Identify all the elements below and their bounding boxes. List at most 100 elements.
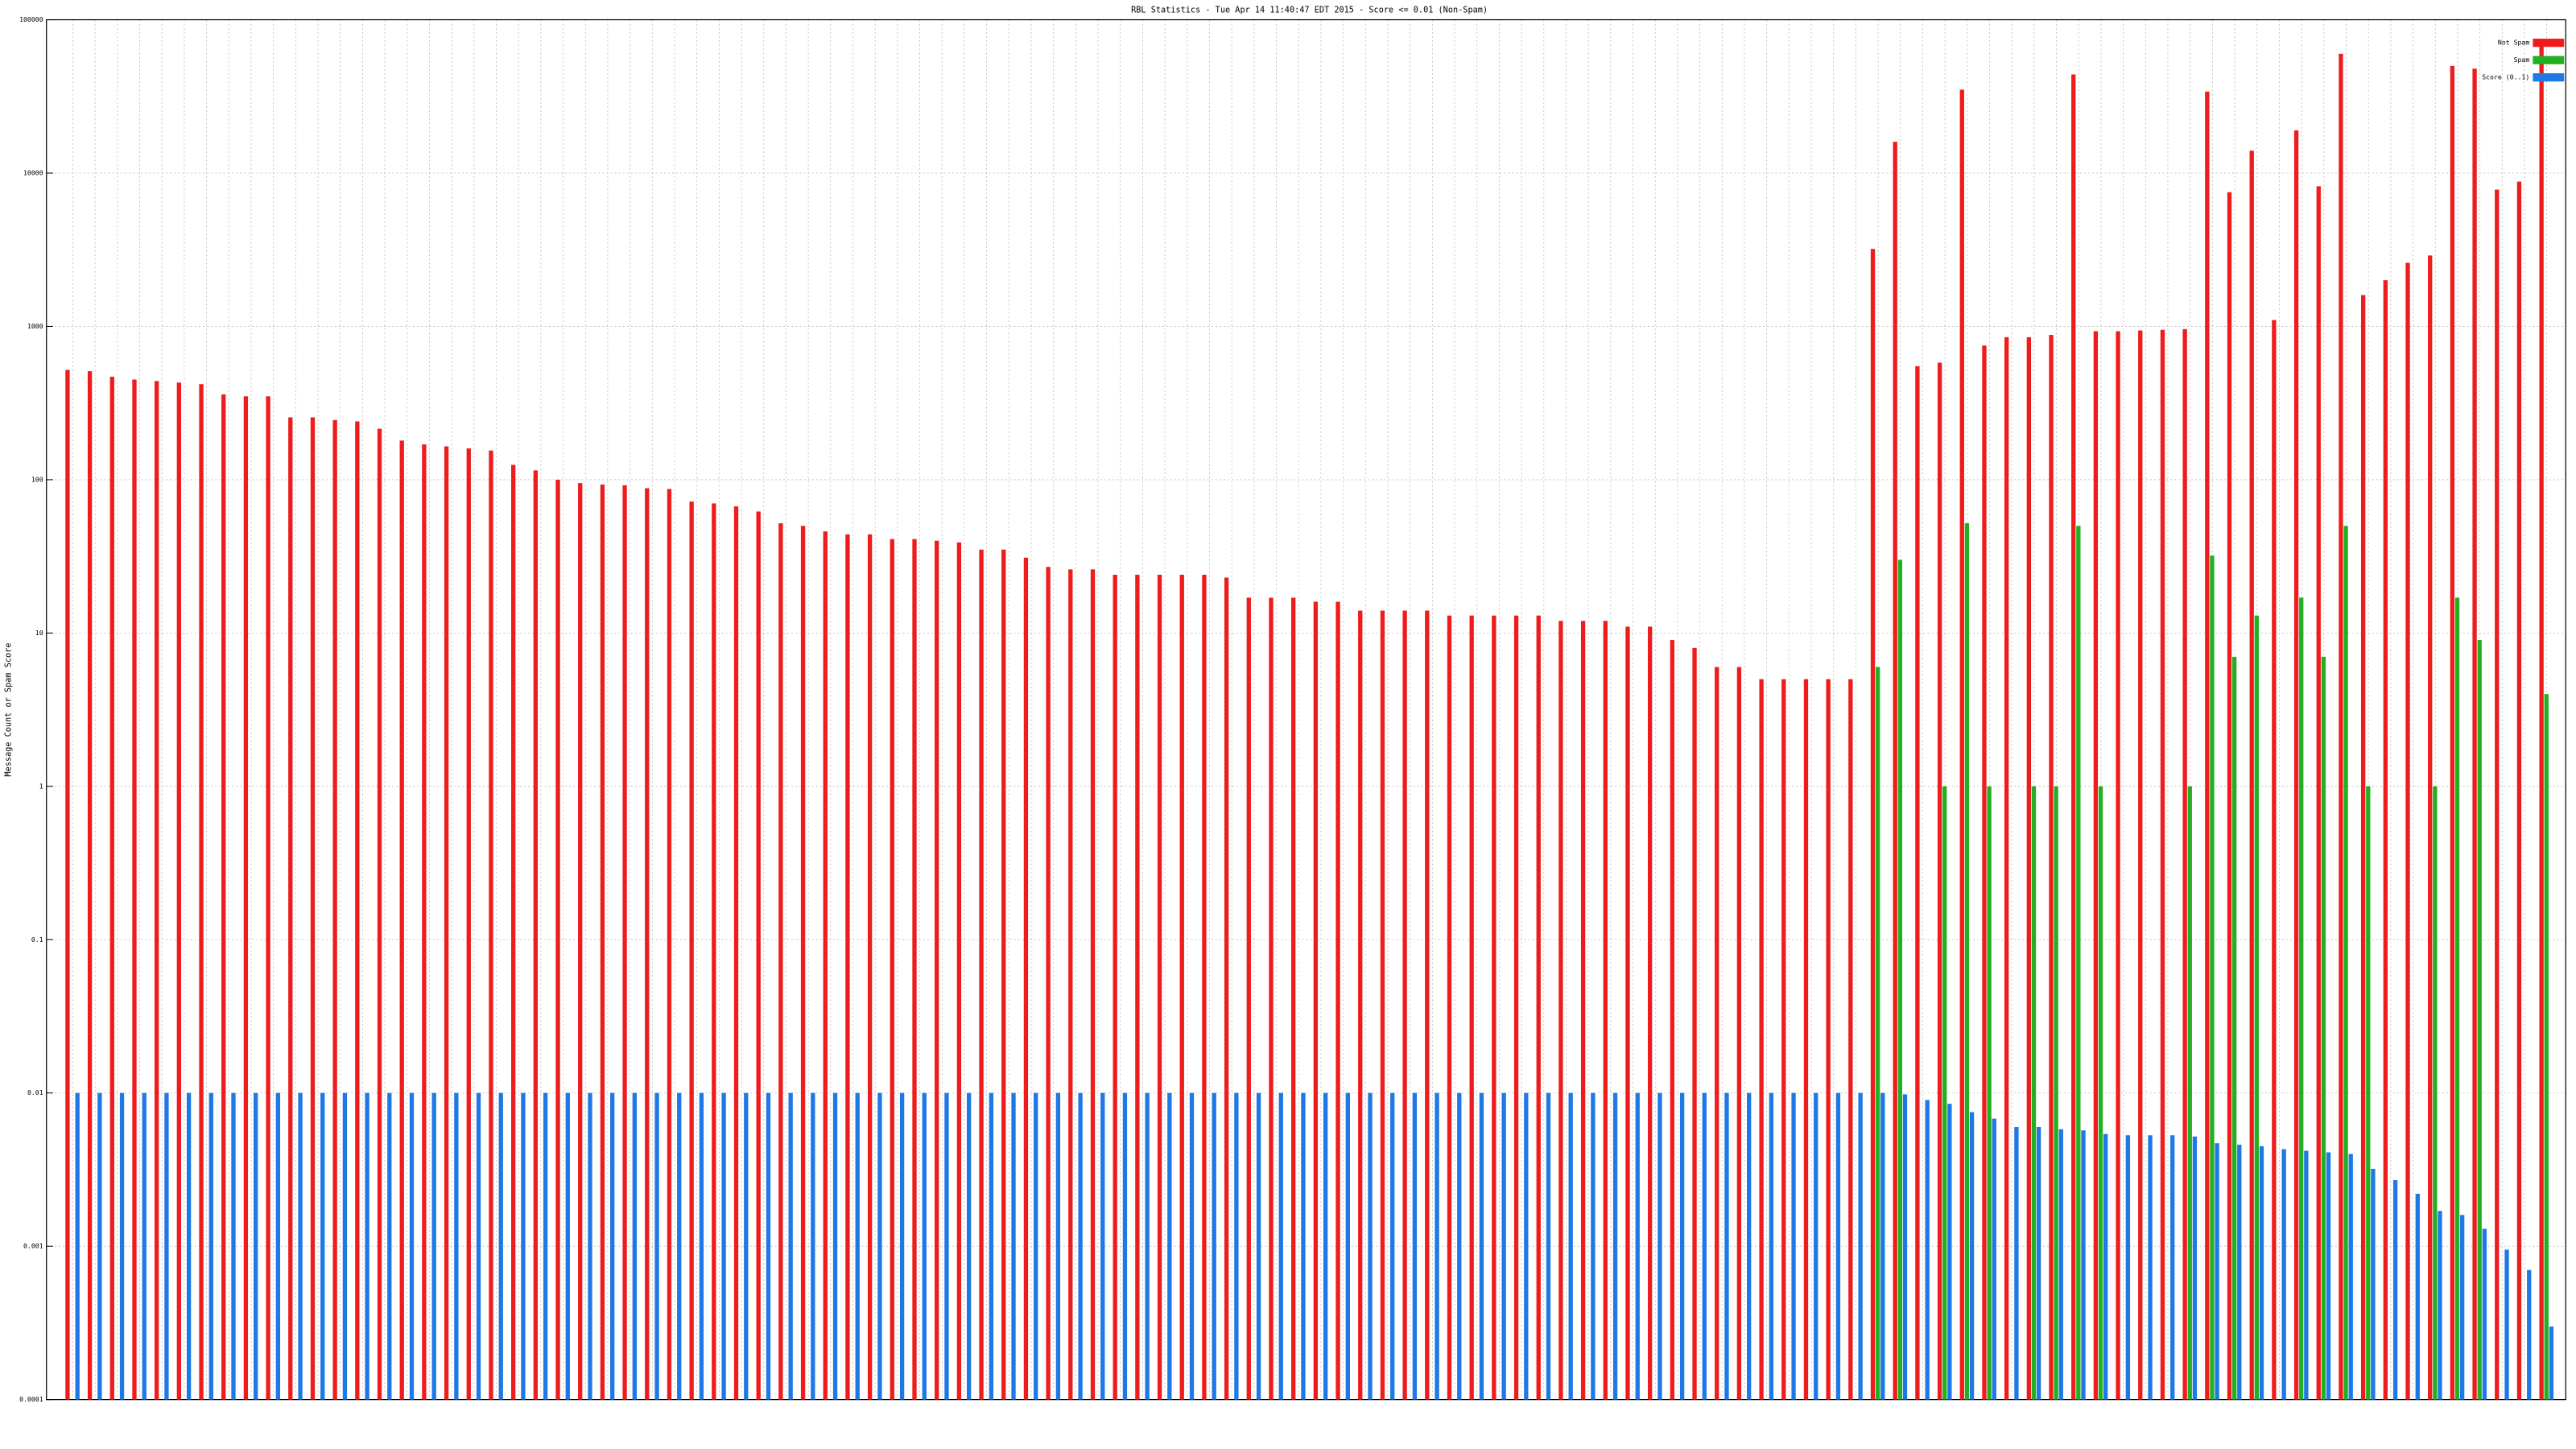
bar <box>1278 1092 1283 1400</box>
bar <box>1122 1092 1128 1400</box>
bar <box>935 540 939 1400</box>
bar <box>1635 1092 1640 1400</box>
legend-swatch <box>2533 73 2565 82</box>
bar <box>588 1092 592 1400</box>
bar <box>75 1092 80 1400</box>
bar <box>632 1092 638 1400</box>
bar <box>2160 329 2165 1400</box>
bar <box>387 1092 392 1400</box>
bar <box>243 396 249 1400</box>
bar <box>989 1092 993 1400</box>
bar <box>543 1092 548 1400</box>
bar <box>1987 786 1992 1400</box>
bar <box>1492 615 1496 1400</box>
bar <box>1078 1092 1083 1400</box>
bar <box>811 1092 815 1400</box>
bar <box>1670 640 1675 1400</box>
bar <box>1179 574 1184 1400</box>
bar <box>1959 89 1964 1400</box>
bar <box>2058 1129 2063 1400</box>
bar <box>1402 610 1407 1400</box>
bar <box>409 1092 415 1400</box>
bar <box>1870 249 1876 1400</box>
bar <box>622 485 627 1400</box>
bar <box>132 379 137 1400</box>
bar <box>65 369 70 1400</box>
bar <box>1791 1092 1796 1400</box>
bar <box>1323 1092 1328 1400</box>
bar <box>578 483 583 1400</box>
bar <box>1469 615 1474 1400</box>
bar <box>533 470 538 1400</box>
bar <box>1023 557 1029 1400</box>
bar <box>1457 1092 1462 1400</box>
bar <box>2170 1135 2175 1400</box>
bar <box>186 1092 192 1400</box>
bar <box>2071 74 2076 1400</box>
bar <box>1358 610 1363 1400</box>
bar <box>1893 142 1897 1400</box>
bar <box>2259 1146 2264 1400</box>
bar <box>1068 569 1073 1400</box>
bar <box>1224 577 1229 1400</box>
bar <box>1202 574 1207 1400</box>
bar <box>1335 601 1340 1400</box>
bar <box>766 1092 771 1400</box>
bar <box>744 1092 749 1400</box>
y-axis-label: Message Count or Spam Score <box>5 643 14 777</box>
bar <box>342 1092 348 1400</box>
bar <box>2004 336 2009 1400</box>
bar <box>1368 1092 1373 1400</box>
bar <box>454 1092 459 1400</box>
bar <box>689 502 694 1400</box>
legend-swatch <box>2533 56 2565 64</box>
bar <box>2504 1249 2509 1400</box>
bar <box>521 1092 526 1400</box>
bar <box>2205 91 2210 1400</box>
bar <box>87 371 93 1400</box>
bar <box>2299 597 2304 1400</box>
bar <box>97 1092 102 1400</box>
bar <box>956 542 962 1400</box>
bar <box>377 428 382 1400</box>
bar <box>1269 597 1274 1400</box>
bar <box>677 1092 682 1400</box>
bar <box>756 511 761 1400</box>
bar <box>2227 192 2232 1400</box>
bar <box>1897 559 1903 1400</box>
bar <box>164 1092 169 1400</box>
bar <box>1558 621 1563 1400</box>
bar <box>2539 43 2544 1400</box>
bar <box>476 1092 481 1400</box>
y-tick-label: 100000 <box>19 15 43 23</box>
bar <box>1848 679 1853 1400</box>
bar <box>2516 181 2522 1400</box>
bar <box>1301 1092 1306 1400</box>
bar <box>1580 621 1586 1400</box>
bar <box>2103 1133 2108 1400</box>
bar <box>1969 1112 1975 1400</box>
bar <box>231 1092 236 1400</box>
bar <box>667 489 672 1400</box>
bar <box>1246 597 1251 1400</box>
bar <box>1591 1092 1596 1400</box>
y-tick-label: 10 <box>35 629 43 637</box>
y-tick-label: 1 <box>39 782 43 790</box>
bar <box>1113 574 1117 1400</box>
y-tick-label: 1000 <box>27 322 43 330</box>
bar <box>1942 786 1947 1400</box>
bar <box>979 549 984 1400</box>
bar <box>176 382 182 1400</box>
bar <box>1759 679 1764 1400</box>
bar <box>142 1092 147 1400</box>
bar <box>1702 1092 1707 1400</box>
bar <box>855 1092 860 1400</box>
bar <box>2026 336 2031 1400</box>
bar <box>466 448 471 1400</box>
bar <box>1814 1092 1818 1400</box>
bar <box>2081 1130 2086 1400</box>
bar <box>2438 1211 2442 1400</box>
bar <box>399 440 404 1400</box>
bar <box>2231 656 2237 1400</box>
bar <box>510 464 516 1400</box>
